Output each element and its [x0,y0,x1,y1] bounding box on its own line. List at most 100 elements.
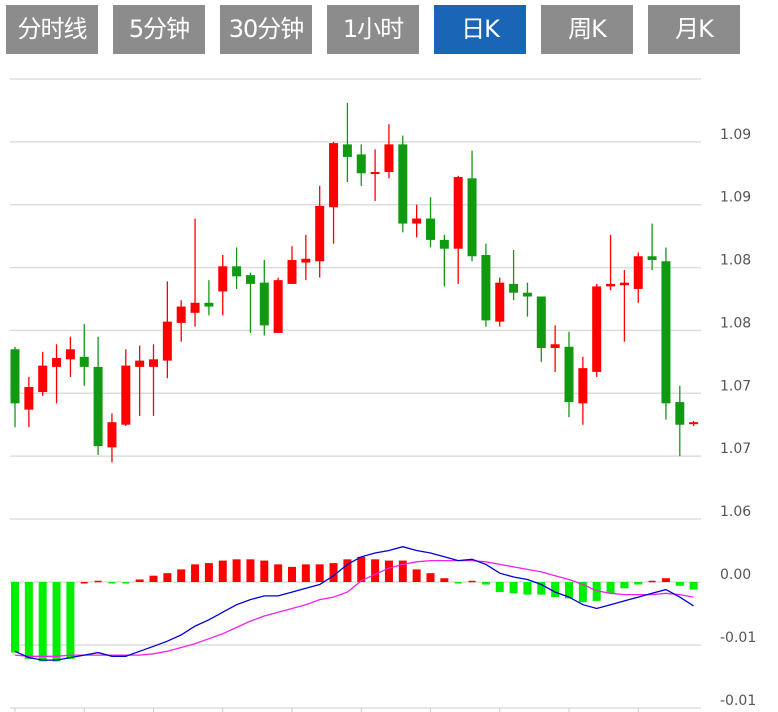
macd-histogram-bar [38,582,47,662]
price-gridlines [10,78,701,520]
macd-histogram-bar [357,556,366,582]
macd-histogram-bar [606,582,615,594]
candle-body [38,365,48,393]
price-tick-label: 1.08 [720,253,751,269]
macd-histogram-bar [301,564,310,582]
candle [495,277,505,327]
candle-body [79,356,89,367]
candle [412,204,422,238]
candle [218,255,228,316]
macd-histogram-bar [509,582,518,594]
candle [689,420,699,426]
candle [329,141,339,244]
candle [536,296,546,362]
candle-body [439,239,449,249]
macd-histogram-bar [661,578,670,582]
candle [52,344,62,404]
candle-body [52,358,62,367]
candle-body [329,143,339,208]
candle-body [301,258,311,263]
macd-histogram-bar [288,566,296,582]
macd-histogram-bar [551,582,560,598]
candle [564,331,574,418]
macd-histogram-bar [578,582,587,603]
candle [370,149,380,201]
tab-daily-k[interactable]: 日K [434,5,526,54]
candle-body [675,402,685,425]
candle [245,272,255,333]
macd-histogram-bar [689,582,698,590]
candle-body [550,344,560,349]
tab-30min[interactable]: 30分钟 [220,5,312,54]
candle-body [384,144,394,173]
candle-body [467,178,477,257]
candle [467,150,477,262]
candle [647,223,657,271]
candle [65,336,75,377]
macd-histogram-bar [565,582,573,599]
candle-body [536,296,546,349]
tab-weekly-k[interactable]: 周K [541,5,633,54]
candle-body [412,218,422,224]
macd-histogram-bar [440,578,449,582]
macd-histogram-bar [108,582,116,584]
x-axis [10,707,701,712]
candle [550,325,560,372]
candle-body [121,365,131,425]
macd-histogram-bar [191,564,200,582]
macd-dif-line [14,546,694,661]
candle [38,351,48,396]
macd-histogram-bar [537,582,546,595]
candle-body [342,144,352,157]
macd-histogram-bar [384,560,393,582]
candle-body [259,282,269,326]
candle-body [619,282,629,286]
candle-body [606,283,616,287]
macd-histogram-bar [274,564,283,582]
macd-histogram-bar [246,559,255,582]
candle-body [93,366,103,447]
macd-dea-line [14,559,694,657]
candle-body [232,266,242,277]
tab-monthly-k[interactable]: 月K [648,5,740,54]
tab-intraday[interactable]: 分时线 [6,5,98,54]
macd-histogram-bar [481,582,490,585]
macd-histogram-bar [675,582,684,586]
price-axis-labels: 1.09 1.09 1.08 1.08 1.07 1.07 1.06 [720,127,751,520]
candle [232,247,242,289]
tab-5min[interactable]: 5分钟 [113,5,205,54]
macd-histogram-bar [592,582,601,601]
macd-histogram-bar [149,575,158,582]
candle [509,249,519,301]
candle [356,144,366,186]
candle-body [149,359,158,367]
candle [273,277,283,333]
macd-histogram-bar [329,563,338,582]
candle [619,270,629,342]
candle [315,185,325,278]
candle-body [190,302,200,313]
tab-1hour[interactable]: 1小时 [327,5,419,54]
macd-histogram-bar [11,582,19,653]
candle-body [315,205,325,262]
price-tick-label: 1.06 [720,504,751,520]
macd-tick-label: -0.01 [720,693,756,709]
candle-body [522,292,532,297]
macd-tick-label: -0.01 [720,630,756,646]
macd-histogram-bar [204,563,213,582]
candle [342,102,352,183]
candle [606,234,616,291]
candle-body [398,144,408,224]
candle [204,280,214,316]
candle [135,345,145,416]
macd-histogram-bar [24,582,33,659]
candle-body [453,177,463,249]
candle-body [65,349,75,360]
candle [24,376,34,428]
macd-histogram-bar [52,582,61,662]
macd-histogram-bar [648,580,656,583]
candle-body [356,154,366,174]
macd-histogram-bar [135,579,144,582]
candle-body [24,387,34,410]
